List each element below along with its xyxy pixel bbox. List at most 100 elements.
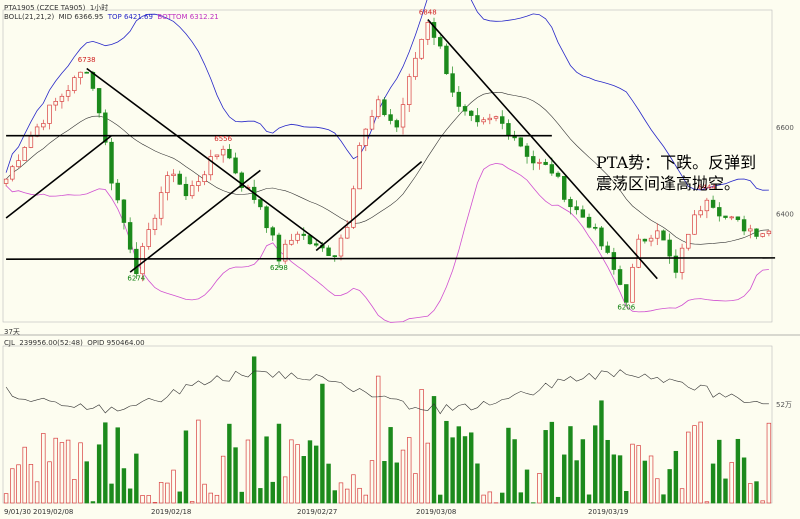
- volume-bar: [351, 474, 356, 504]
- volume-pane-frame: [2, 345, 773, 504]
- candle-body: [202, 174, 207, 183]
- volume-bar: [109, 483, 114, 504]
- grid: [0, 9, 800, 504]
- candle-body: [134, 248, 139, 275]
- candle-body: [400, 104, 406, 128]
- candle-body: [555, 172, 561, 177]
- candle-body: [438, 37, 443, 47]
- top-label: TOP 6421.69: [107, 13, 153, 21]
- volume-bar: [3, 493, 9, 504]
- volume-bar: [406, 437, 412, 504]
- volume-bar: [59, 442, 65, 504]
- volume-bar: [555, 496, 561, 504]
- volume-bar: [326, 463, 331, 504]
- x-tick-label: 2019/02/08: [33, 508, 73, 516]
- volume-bar: [121, 468, 127, 504]
- trendline: [129, 169, 261, 273]
- volume-bar: [766, 422, 772, 504]
- cjl-label: CJL: [4, 339, 15, 347]
- candle-body: [543, 161, 548, 165]
- volume-bar: [72, 479, 77, 504]
- volume-bar: [741, 457, 747, 504]
- candle-body: [469, 110, 474, 116]
- volume-bar: [506, 427, 511, 504]
- candle-body: [704, 199, 710, 212]
- volume-bar: [34, 481, 40, 504]
- volume-bar: [171, 469, 176, 504]
- candle-body: [183, 183, 189, 197]
- candle-body: [500, 116, 505, 124]
- volume-bar: [245, 439, 251, 504]
- price-label: 6556: [214, 135, 232, 143]
- volume-bar: [729, 462, 734, 504]
- volume-bar: [96, 444, 102, 504]
- boll-label: BOLL(21,21,2): [4, 13, 55, 21]
- axes: 6400 6600 52万 9/01/30 2019/02/08 2019/02/18 20…: [4, 124, 794, 516]
- volume-bar: [10, 468, 15, 504]
- candle-body: [425, 22, 431, 40]
- candle-body: [661, 230, 666, 241]
- volume-bar: [419, 389, 424, 504]
- volume-bar: [512, 439, 517, 504]
- candle-body: [679, 247, 685, 273]
- volume-bar: [53, 437, 58, 504]
- volume-bar: [723, 478, 728, 504]
- annotation-line-1: PTA势：下跌。反弹到: [596, 153, 757, 172]
- candle-body: [766, 230, 772, 235]
- volume-bar: [357, 487, 362, 504]
- candle-body: [723, 215, 728, 218]
- boll-bottom-line: [5, 162, 769, 323]
- volume-bar: [202, 483, 207, 504]
- opid-label: OPID 950464.00: [87, 339, 145, 347]
- candle-body: [78, 71, 83, 79]
- candle-body: [282, 243, 288, 262]
- price-labels: 6738 6274 6556 6298 6848 6206 6444: [78, 9, 717, 312]
- volume-bar: [500, 492, 505, 504]
- days-label: 37天: [4, 328, 20, 336]
- candle-body: [208, 156, 213, 176]
- candle-body: [158, 192, 164, 219]
- volume-bar: [462, 436, 468, 504]
- candle-body: [760, 233, 765, 237]
- volume-bar: [233, 447, 238, 504]
- volume-bar: [580, 439, 586, 504]
- volume-bar: [196, 419, 201, 504]
- candle-body: [717, 207, 722, 217]
- volume-bar: [363, 494, 369, 504]
- volume-bar: [543, 430, 548, 504]
- volume-bar: [673, 450, 679, 504]
- candle-body: [22, 147, 27, 161]
- candle-body: [152, 217, 158, 230]
- candle-body: [667, 239, 672, 257]
- candle-body: [214, 154, 220, 157]
- open-interest-line: [5, 369, 769, 415]
- candle-body: [444, 45, 449, 75]
- price-label: 6848: [419, 9, 437, 17]
- candle-body: [103, 112, 108, 143]
- candle-body: [586, 216, 592, 228]
- volume-bar: [78, 442, 83, 504]
- volume-bar: [375, 375, 381, 504]
- candle-body: [171, 173, 176, 176]
- volume-bar: [667, 469, 672, 504]
- volume-bar: [140, 495, 145, 504]
- candle-body: [710, 199, 716, 208]
- candle-body: [617, 269, 623, 285]
- volume-bar: [617, 455, 623, 504]
- candle-body: [96, 88, 102, 114]
- volume-bar: [388, 427, 393, 504]
- annotation-line-2: 震荡区间逢高抛空。: [596, 174, 741, 193]
- trendlines: [5, 19, 776, 280]
- trendline: [315, 161, 423, 252]
- volume-bar: [369, 460, 375, 504]
- volume-bar: [47, 461, 52, 504]
- volume-bar: [636, 445, 641, 504]
- volume-bar: [28, 464, 34, 504]
- candle-body: [351, 188, 356, 228]
- trendline: [6, 257, 776, 260]
- candle-body: [233, 157, 238, 174]
- volume-bar: [487, 491, 493, 504]
- candle-body: [537, 161, 542, 164]
- volume-bar: [90, 501, 96, 504]
- candle-body: [394, 120, 400, 128]
